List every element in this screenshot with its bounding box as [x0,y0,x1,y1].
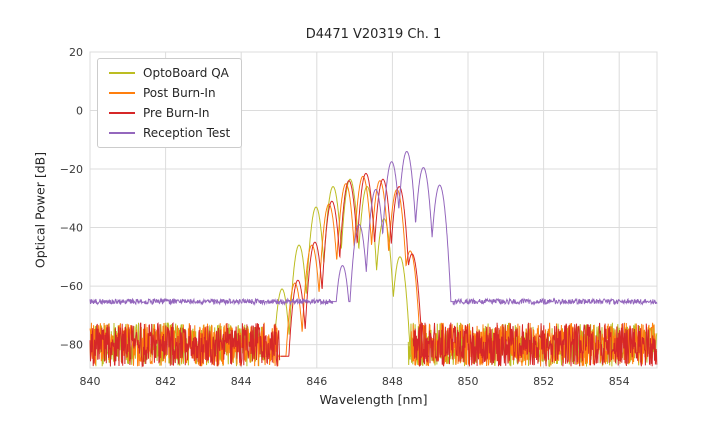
legend-label-optoboard-qa: OptoBoard QA [143,66,229,80]
series-line-pre-burn-in [412,322,658,367]
y-axis-label: Optical Power [dB] [32,151,48,269]
legend-item-pre-burn-in: Pre Burn-In [109,106,230,120]
y-tick-label: −40 [60,222,83,235]
series-line-post-burn-in [277,175,428,357]
y-tick-label: −20 [60,163,83,176]
legend-label-reception-test: Reception Test [143,126,231,140]
x-tick-label: 854 [609,375,630,388]
legend-swatch-optoboard-qa [109,71,135,75]
chart-title: D4471 V20319 Ch. 1 [305,27,442,42]
legend-swatch-post-burn-in [109,91,135,95]
y-tick-label: 20 [69,46,83,59]
y-tick-label: 0 [76,105,83,118]
x-tick-label: 842 [155,375,176,388]
x-tick-label: 844 [231,375,252,388]
series-line-reception-test [89,297,334,306]
series-line-pre-burn-in [280,172,429,357]
x-tick-label: 840 [80,375,101,388]
legend: OptoBoard QA Post Burn-In Pre Burn-In Re… [97,58,243,148]
legend-item-post-burn-in: Post Burn-In [109,86,230,100]
legend-label-pre-burn-in: Pre Burn-In [143,106,210,120]
legend-label-post-burn-in: Post Burn-In [143,86,216,100]
y-tick-label: −60 [60,280,83,293]
legend-item-optoboard-qa: OptoBoard QA [109,66,230,80]
series-line-reception-test [325,151,457,303]
legend-swatch-pre-burn-in [109,111,135,115]
series-line-pre-burn-in [89,322,281,368]
x-axis-label: Wavelength [nm] [319,392,428,407]
x-tick-label: 852 [533,375,554,388]
legend-swatch-reception-test [109,131,135,135]
legend-item-reception-test: Reception Test [109,126,230,140]
plot-border [89,51,658,369]
y-tick-label: −80 [60,339,83,352]
series-line-reception-test [452,297,658,306]
x-tick-label: 846 [306,375,327,388]
x-tick-label: 848 [382,375,403,388]
x-tick-label: 850 [458,375,479,388]
